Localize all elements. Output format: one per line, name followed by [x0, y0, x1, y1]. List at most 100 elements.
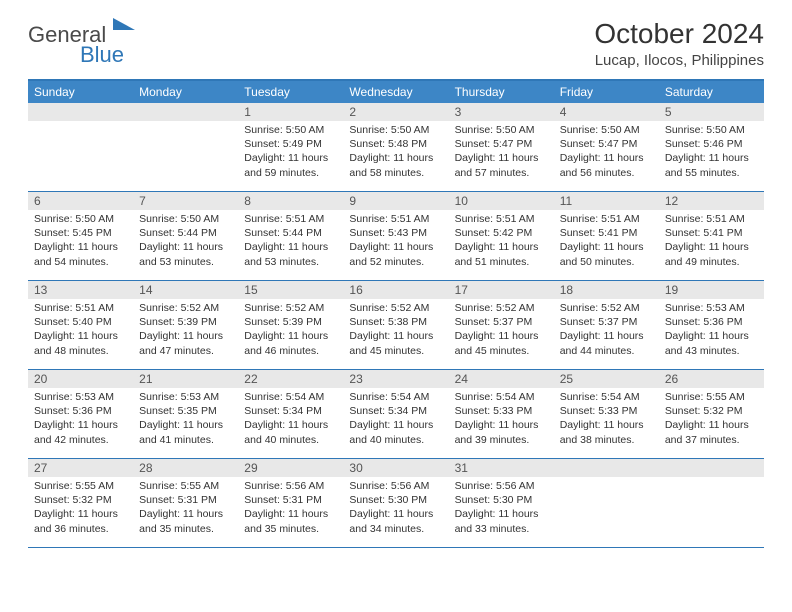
- day-details: Sunrise: 5:50 AMSunset: 5:48 PMDaylight:…: [343, 121, 448, 184]
- sunset-line: Sunset: 5:47 PM: [560, 137, 653, 151]
- day-number: 27: [28, 459, 133, 477]
- day-details: Sunrise: 5:50 AMSunset: 5:45 PMDaylight:…: [28, 210, 133, 273]
- sunset-line: Sunset: 5:33 PM: [455, 404, 548, 418]
- day-details: Sunrise: 5:55 AMSunset: 5:31 PMDaylight:…: [133, 477, 238, 540]
- day-number: 15: [238, 281, 343, 299]
- daylight-line: Daylight: 11 hours and 45 minutes.: [455, 329, 548, 357]
- sunset-line: Sunset: 5:34 PM: [244, 404, 337, 418]
- day-details: Sunrise: 5:51 AMSunset: 5:43 PMDaylight:…: [343, 210, 448, 273]
- sunrise-line: Sunrise: 5:54 AM: [560, 390, 653, 404]
- sunrise-line: Sunrise: 5:50 AM: [349, 123, 442, 137]
- daylight-line: Daylight: 11 hours and 33 minutes.: [455, 507, 548, 535]
- day-number: 28: [133, 459, 238, 477]
- sunset-line: Sunset: 5:40 PM: [34, 315, 127, 329]
- sunset-line: Sunset: 5:41 PM: [665, 226, 758, 240]
- logo-flag-icon: [113, 16, 139, 39]
- day-number: 16: [343, 281, 448, 299]
- day-number: 7: [133, 192, 238, 210]
- day-number: 9: [343, 192, 448, 210]
- day-cell: 10Sunrise: 5:51 AMSunset: 5:42 PMDayligh…: [449, 192, 554, 280]
- day-cell: 8Sunrise: 5:51 AMSunset: 5:44 PMDaylight…: [238, 192, 343, 280]
- daylight-line: Daylight: 11 hours and 58 minutes.: [349, 151, 442, 179]
- sunset-line: Sunset: 5:37 PM: [455, 315, 548, 329]
- week-row: 13Sunrise: 5:51 AMSunset: 5:40 PMDayligh…: [28, 281, 764, 370]
- day-details: Sunrise: 5:51 AMSunset: 5:41 PMDaylight:…: [659, 210, 764, 273]
- day-number: 6: [28, 192, 133, 210]
- weekday-header: Thursday: [449, 81, 554, 103]
- sunrise-line: Sunrise: 5:50 AM: [560, 123, 653, 137]
- sunrise-line: Sunrise: 5:50 AM: [665, 123, 758, 137]
- weekday-header: Monday: [133, 81, 238, 103]
- sunset-line: Sunset: 5:39 PM: [139, 315, 232, 329]
- day-cell: 2Sunrise: 5:50 AMSunset: 5:48 PMDaylight…: [343, 103, 448, 191]
- sunrise-line: Sunrise: 5:50 AM: [34, 212, 127, 226]
- daylight-line: Daylight: 11 hours and 52 minutes.: [349, 240, 442, 268]
- daylight-line: Daylight: 11 hours and 41 minutes.: [139, 418, 232, 446]
- day-details: Sunrise: 5:54 AMSunset: 5:33 PMDaylight:…: [554, 388, 659, 451]
- day-details: Sunrise: 5:52 AMSunset: 5:37 PMDaylight:…: [554, 299, 659, 362]
- daylight-line: Daylight: 11 hours and 43 minutes.: [665, 329, 758, 357]
- sunset-line: Sunset: 5:32 PM: [34, 493, 127, 507]
- day-details: Sunrise: 5:50 AMSunset: 5:44 PMDaylight:…: [133, 210, 238, 273]
- daylight-line: Daylight: 11 hours and 42 minutes.: [34, 418, 127, 446]
- day-details: [659, 477, 764, 537]
- week-row: 27Sunrise: 5:55 AMSunset: 5:32 PMDayligh…: [28, 459, 764, 548]
- day-cell: 31Sunrise: 5:56 AMSunset: 5:30 PMDayligh…: [449, 459, 554, 547]
- sunset-line: Sunset: 5:49 PM: [244, 137, 337, 151]
- sunset-line: Sunset: 5:44 PM: [139, 226, 232, 240]
- day-number: 25: [554, 370, 659, 388]
- day-number: 20: [28, 370, 133, 388]
- empty-day-cell: [133, 103, 238, 191]
- sunrise-line: Sunrise: 5:53 AM: [34, 390, 127, 404]
- daylight-line: Daylight: 11 hours and 36 minutes.: [34, 507, 127, 535]
- day-cell: 15Sunrise: 5:52 AMSunset: 5:39 PMDayligh…: [238, 281, 343, 369]
- day-cell: 28Sunrise: 5:55 AMSunset: 5:31 PMDayligh…: [133, 459, 238, 547]
- sunset-line: Sunset: 5:45 PM: [34, 226, 127, 240]
- sunrise-line: Sunrise: 5:51 AM: [244, 212, 337, 226]
- week-row: 6Sunrise: 5:50 AMSunset: 5:45 PMDaylight…: [28, 192, 764, 281]
- day-cell: 1Sunrise: 5:50 AMSunset: 5:49 PMDaylight…: [238, 103, 343, 191]
- empty-day-cell: [659, 459, 764, 547]
- daylight-line: Daylight: 11 hours and 56 minutes.: [560, 151, 653, 179]
- month-title: October 2024: [594, 18, 764, 50]
- sunrise-line: Sunrise: 5:53 AM: [139, 390, 232, 404]
- daylight-line: Daylight: 11 hours and 55 minutes.: [665, 151, 758, 179]
- sunset-line: Sunset: 5:47 PM: [455, 137, 548, 151]
- day-number: 18: [554, 281, 659, 299]
- sunset-line: Sunset: 5:44 PM: [244, 226, 337, 240]
- day-number: [659, 459, 764, 477]
- day-cell: 3Sunrise: 5:50 AMSunset: 5:47 PMDaylight…: [449, 103, 554, 191]
- daylight-line: Daylight: 11 hours and 40 minutes.: [349, 418, 442, 446]
- day-details: [28, 121, 133, 181]
- day-cell: 17Sunrise: 5:52 AMSunset: 5:37 PMDayligh…: [449, 281, 554, 369]
- day-details: Sunrise: 5:53 AMSunset: 5:35 PMDaylight:…: [133, 388, 238, 451]
- daylight-line: Daylight: 11 hours and 49 minutes.: [665, 240, 758, 268]
- day-number: 12: [659, 192, 764, 210]
- day-details: Sunrise: 5:50 AMSunset: 5:49 PMDaylight:…: [238, 121, 343, 184]
- day-details: Sunrise: 5:55 AMSunset: 5:32 PMDaylight:…: [28, 477, 133, 540]
- weekday-header-row: SundayMondayTuesdayWednesdayThursdayFrid…: [28, 81, 764, 103]
- empty-day-cell: [28, 103, 133, 191]
- day-number: 31: [449, 459, 554, 477]
- day-number: 21: [133, 370, 238, 388]
- sunrise-line: Sunrise: 5:51 AM: [349, 212, 442, 226]
- daylight-line: Daylight: 11 hours and 53 minutes.: [139, 240, 232, 268]
- day-details: Sunrise: 5:51 AMSunset: 5:40 PMDaylight:…: [28, 299, 133, 362]
- day-details: Sunrise: 5:51 AMSunset: 5:42 PMDaylight:…: [449, 210, 554, 273]
- sunrise-line: Sunrise: 5:52 AM: [244, 301, 337, 315]
- sunset-line: Sunset: 5:38 PM: [349, 315, 442, 329]
- day-number: 29: [238, 459, 343, 477]
- day-details: Sunrise: 5:55 AMSunset: 5:32 PMDaylight:…: [659, 388, 764, 451]
- day-cell: 11Sunrise: 5:51 AMSunset: 5:41 PMDayligh…: [554, 192, 659, 280]
- day-details: Sunrise: 5:56 AMSunset: 5:31 PMDaylight:…: [238, 477, 343, 540]
- day-details: Sunrise: 5:54 AMSunset: 5:34 PMDaylight:…: [343, 388, 448, 451]
- weekday-header: Wednesday: [343, 81, 448, 103]
- calendar: SundayMondayTuesdayWednesdayThursdayFrid…: [28, 79, 764, 548]
- sunrise-line: Sunrise: 5:52 AM: [349, 301, 442, 315]
- week-row: 20Sunrise: 5:53 AMSunset: 5:36 PMDayligh…: [28, 370, 764, 459]
- day-cell: 6Sunrise: 5:50 AMSunset: 5:45 PMDaylight…: [28, 192, 133, 280]
- sunrise-line: Sunrise: 5:56 AM: [455, 479, 548, 493]
- weekday-header: Tuesday: [238, 81, 343, 103]
- day-number: 11: [554, 192, 659, 210]
- daylight-line: Daylight: 11 hours and 45 minutes.: [349, 329, 442, 357]
